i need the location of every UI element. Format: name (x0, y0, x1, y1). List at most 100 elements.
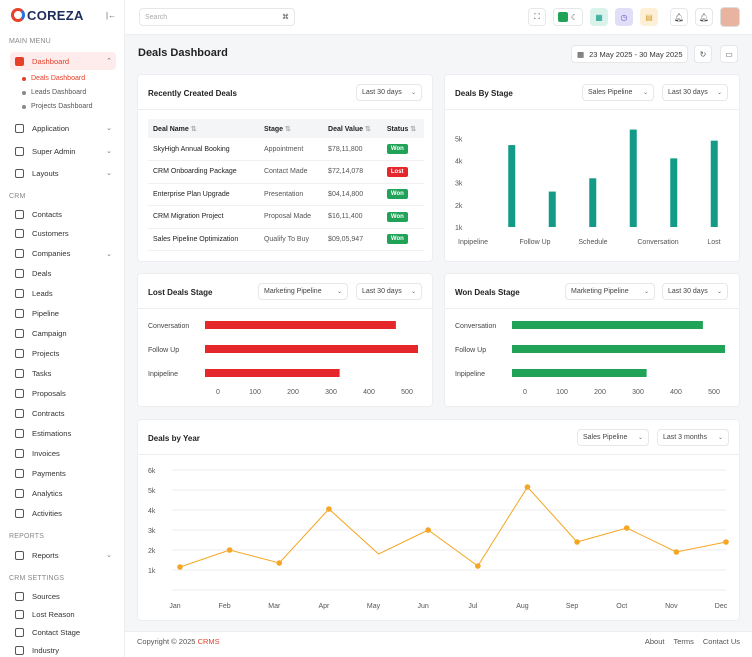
sidebar-item-reports[interactable]: Reports ⌄ (10, 546, 116, 564)
sidebar-item-estimations[interactable]: Estimations (10, 424, 116, 442)
sidebar-item-campaign[interactable]: Campaign (10, 325, 116, 343)
deals-by-stage-chart: 1k 2k 3k 4k 5k Inpipeline Follow Up Schedule Con… (455, 129, 721, 246)
column-header-deal-value[interactable]: Deal Value ⇅ (323, 119, 382, 138)
won-pipeline-select[interactable]: Marketing Pipeline ⌄ (565, 283, 655, 300)
sidebar-item-label: Campaign (32, 329, 67, 339)
stage-pipeline-select[interactable]: Sales Pipeline ⌄ (582, 84, 654, 101)
x-tick-label: 100 (249, 389, 261, 396)
sidebar-item-deals[interactable]: Deals (10, 265, 116, 283)
table-row[interactable]: Sales Pipeline Optimization Qualify To Bu… (148, 228, 424, 251)
table-row[interactable]: Enterprise Plan Upgrade Presentation $04,1… (148, 183, 424, 206)
activities-icon (15, 508, 24, 518)
sidebar-item-tasks[interactable]: Tasks (10, 365, 116, 383)
deals-by-year-chart: 1k 2k 3k 4k 5k 6k Jan Feb Mar Apr May Jun Jul Aug Sep O… (148, 468, 729, 610)
sidebar-sub-deals-dashboard[interactable]: Deals Dashboard (22, 75, 85, 82)
sidebar-item-projects[interactable]: Projects (10, 345, 116, 363)
customers-icon (15, 229, 24, 239)
table-row[interactable]: CRM Onboarding Package Contact Made $72,14… (148, 160, 424, 184)
sidebar-item-activities[interactable]: Activities (10, 504, 116, 522)
won-filter[interactable]: Last 30 days ⌄ (662, 283, 728, 300)
clock-icon[interactable]: ◷ (615, 8, 633, 26)
collapse-icon[interactable]: ▭ (720, 45, 738, 63)
recent-deals-filter[interactable]: Last 30 days ⌄ (356, 84, 422, 101)
sidebar-item-lost-reason[interactable]: Lost Reason (10, 605, 116, 623)
category-label: Follow Up (455, 347, 486, 354)
sidebar-item-contact-stage[interactable]: Contact Stage (10, 623, 116, 641)
year-filter[interactable]: Last 3 months ⌄ (657, 429, 729, 446)
footer-link-contact[interactable]: Contact Us (702, 637, 740, 646)
sidebar-item-industry[interactable]: Industry (10, 641, 116, 657)
notification-icon[interactable]: 🔔︎ (670, 8, 688, 26)
sidebar-item-layouts[interactable]: Layouts ⌄ (10, 164, 116, 182)
collapse-sidebar-icon[interactable]: |← (106, 11, 117, 20)
x-tick-label: Aug (516, 603, 529, 610)
sidebar-sub-leads-dashboard[interactable]: Leads Dashboard (22, 89, 86, 96)
x-tick-label: 300 (325, 389, 337, 396)
sidebar-item-companies[interactable]: Companies ⌄ (10, 245, 116, 263)
sidebar-item-payments[interactable]: Payments (10, 464, 116, 482)
card-title: Lost Deals Stage (148, 288, 213, 297)
sidebar-sub-projects-dashboard[interactable]: Projects Dashboard (22, 103, 92, 110)
won-deals-chart: Conversation Follow Up Inpipeline 0 100 200 30… (455, 321, 725, 396)
column-header-deal-name[interactable]: Deal Name ⇅ (148, 119, 259, 138)
notes-icon[interactable]: ▤ (640, 8, 658, 26)
date-range-picker[interactable]: ▦ 23 May 2025 - 30 May 2025 (571, 45, 688, 63)
sidebar-item-dashboard[interactable]: Dashboard ⌃ (10, 52, 116, 70)
avatar[interactable] (720, 7, 740, 27)
sidebar-item-super-admin[interactable]: Super Admin ⌄ (10, 142, 116, 160)
calendar-icon[interactable]: ▦ (590, 8, 608, 26)
brand-logo[interactable]: COREZA (11, 6, 84, 24)
command-key-icon: ⌘ (282, 14, 289, 21)
year-pipeline-select[interactable]: Sales Pipeline ⌄ (577, 429, 649, 446)
data-point (673, 549, 680, 555)
sidebar-item-leads[interactable]: Leads (10, 285, 116, 303)
x-tick-label: Feb (219, 603, 231, 610)
sidebar-item-invoices[interactable]: Invoices (10, 444, 116, 462)
x-tick-label: Follow Up (519, 239, 550, 246)
column-header-status[interactable]: Status ⇅ (381, 119, 424, 138)
sidebar-item-analytics[interactable]: Analytics (10, 484, 116, 502)
refresh-icon[interactable]: ↻ (694, 45, 712, 63)
x-tick-label: 500 (708, 389, 720, 396)
sidebar-item-proposals[interactable]: Proposals (10, 385, 116, 403)
x-tick-label: Nov (665, 603, 678, 610)
bar (512, 321, 703, 329)
alert-icon[interactable]: 🔔︎ (695, 8, 713, 26)
lost-pipeline-select[interactable]: Marketing Pipeline ⌄ (258, 283, 348, 300)
topbar: Search ⌘ ⛶ ☾ ▦ ◷ ▤ 🔔︎ 🔔︎ (125, 0, 752, 35)
table-row[interactable]: CRM Migration Project Proposal Made $16,11… (148, 205, 424, 229)
card-title: Deals By Stage (455, 89, 513, 98)
sidebar-item-contacts[interactable]: Contacts (10, 205, 116, 223)
bar (670, 158, 678, 227)
data-point (723, 539, 729, 545)
footer-link-terms[interactable]: Terms (673, 637, 694, 646)
fullscreen-icon[interactable]: ⛶ (528, 8, 546, 26)
cell-stage: Appointment (258, 138, 324, 161)
leads-icon (15, 289, 24, 299)
data-point (425, 527, 431, 533)
x-tick-label: 200 (594, 389, 606, 396)
section-reports: REPORTS (9, 533, 45, 540)
bar (629, 129, 637, 227)
sidebar-item-customers[interactable]: Customers (10, 225, 116, 243)
footer-link-about[interactable]: About (644, 637, 665, 646)
sidebar-item-contracts[interactable]: Contracts (10, 405, 116, 423)
theme-toggle[interactable]: ☾ (553, 8, 583, 26)
y-tick-label: 5k (148, 488, 156, 495)
y-tick-label: 1k (455, 225, 463, 232)
bar (548, 191, 556, 227)
search-input[interactable]: Search ⌘ (139, 8, 295, 26)
column-header-stage[interactable]: Stage ⇅ (258, 119, 324, 138)
data-point (276, 560, 283, 566)
x-tick-label: Schedule (578, 239, 607, 246)
stage-filter[interactable]: Last 30 days ⌄ (662, 84, 728, 101)
campaign-icon (15, 329, 24, 339)
sidebar-item-pipeline[interactable]: Pipeline (10, 305, 116, 323)
lost-filter[interactable]: Last 30 days ⌄ (356, 283, 422, 300)
cell-value: $04,14,800 (323, 183, 382, 206)
brand-link[interactable]: CRMS (197, 637, 220, 646)
data-point (623, 525, 630, 531)
table-row[interactable]: SkyHigh Annual Booking Appointment $78,11,… (148, 138, 424, 161)
sidebar-item-application[interactable]: Application ⌄ (10, 119, 116, 137)
sidebar-item-sources[interactable]: Sources (10, 587, 116, 605)
